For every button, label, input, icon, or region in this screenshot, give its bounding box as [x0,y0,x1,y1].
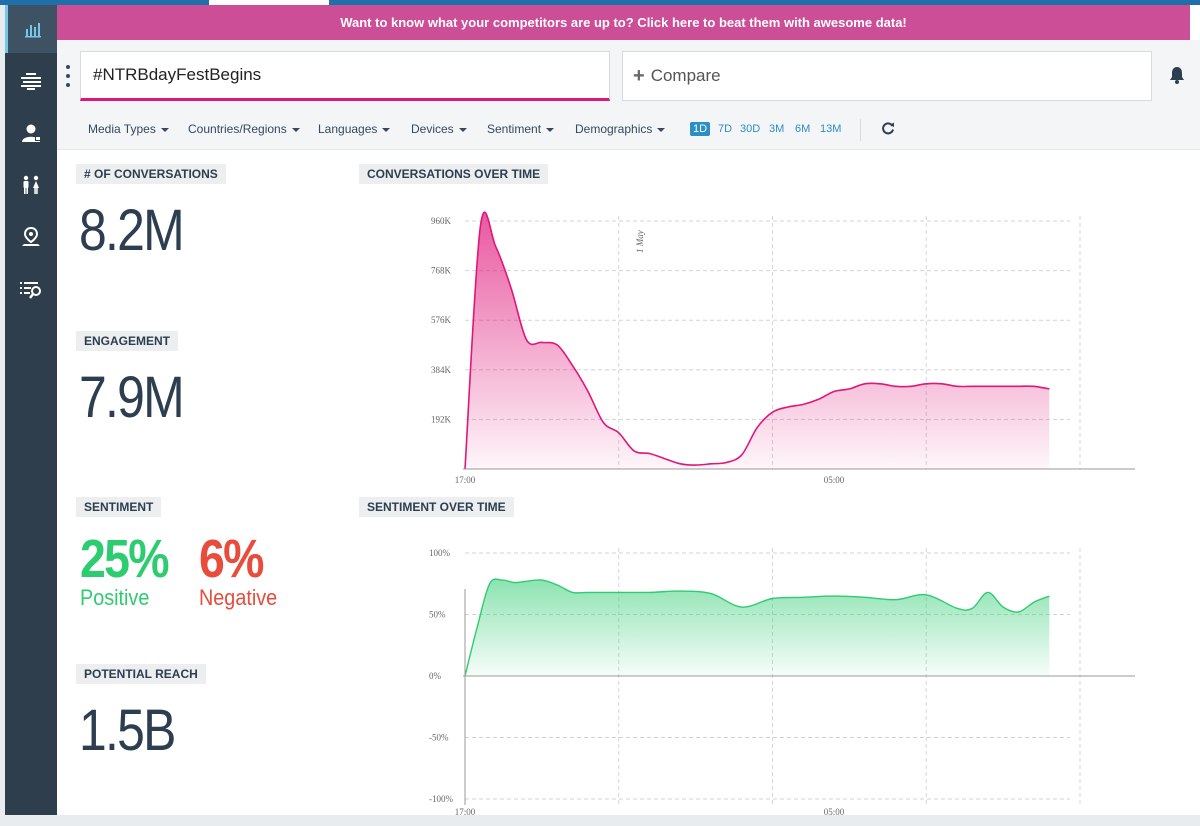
conversations-chart-title: CONVERSATIONS OVER TIME [359,164,549,184]
sidebar-item-dashboard[interactable] [5,5,57,53]
dropdown-label: Sentiment [487,122,542,136]
demographics-icon [23,175,39,194]
dropdown-label: Countries/Regions [188,122,287,136]
countries-regions-dropdown[interactable]: Countries/Regions [188,122,300,136]
x-tick-label: 05:00 [824,475,845,485]
sentiment-dropdown[interactable]: Sentiment [487,122,555,136]
period-3m[interactable]: 3M [769,123,785,135]
period-6m[interactable]: 6M [795,123,811,135]
engagement-label: ENGAGEMENT [76,331,179,351]
conversations-label: # OF CONVERSATIONS [76,164,226,184]
y-tick-label: -100% [429,794,453,804]
y-tick-label: 100% [429,548,451,558]
date-annotation: 1 May [635,230,645,253]
conversations-value: 8.2M [79,198,185,263]
reach-label: POTENTIAL REACH [76,664,206,684]
y-tick-label: 192K [431,414,452,424]
stream-icon [21,73,41,90]
y-tick-label: 768K [431,266,452,276]
influencer-icon [22,124,41,142]
sidebar-item-search-list[interactable] [5,265,57,313]
reach-value: 1.5B [79,698,176,763]
x-tick-label: 17:00 [455,807,476,817]
plus-icon: + [633,64,645,87]
period-13m[interactable]: 13M [820,123,842,135]
series-line [464,578,1050,677]
sentiment-label: SENTIMENT [76,497,162,517]
sidebar-item-locations[interactable] [5,213,57,261]
promo-banner[interactable]: Want to know what your competitors are u… [57,5,1190,40]
period-1d[interactable]: 1D [690,122,711,136]
sidebar-item-stream[interactable] [5,57,57,105]
sidebar-item-demographics[interactable] [5,161,57,209]
search-row: #NTRBdayFestBegins + Compare [57,40,1200,112]
filter-bar: Media Types Countries/Regions Languages … [57,112,1200,150]
series-line [464,211,1050,470]
bottom-bar [0,815,1200,826]
positive-label: Positive [80,585,150,610]
y-tick-label: -50% [429,733,449,743]
bar-chart-icon [24,23,41,38]
y-tick-label: 576K [431,315,452,325]
dropdown-label: Languages [318,122,378,136]
kebab-menu-icon[interactable] [65,65,71,87]
chevron-down-icon [546,127,555,132]
active-tab-indicator [209,0,329,5]
divider [860,119,861,141]
search-query-input[interactable]: #NTRBdayFestBegins [80,51,610,101]
devices-dropdown[interactable]: Devices [411,122,467,136]
sidebar-item-influencers[interactable] [5,109,57,157]
sidebar [5,5,57,815]
chevron-down-icon [291,127,300,132]
refresh-icon[interactable] [881,121,895,140]
x-tick-label: 17:00 [455,475,476,485]
list-search-icon [20,282,41,299]
dropdown-label: Demographics [575,122,653,136]
series-area [465,579,1050,676]
demographics-dropdown[interactable]: Demographics [575,122,666,136]
x-tick-label: 05:00 [824,807,845,817]
positive-value: 25% [80,529,170,589]
y-tick-label: 50% [429,610,446,620]
y-tick-label: 960K [431,216,452,226]
main-panel: Want to know what your competitors are u… [57,5,1200,817]
chevron-down-icon [657,127,666,132]
compare-label: Compare [650,66,721,85]
bell-icon[interactable] [1169,66,1185,89]
negative-label: Negative [199,585,278,610]
dropdown-label: Devices [411,122,454,136]
languages-dropdown[interactable]: Languages [318,122,391,136]
series-area [465,212,1050,469]
location-pin-icon [22,227,40,246]
chevron-down-icon [160,127,169,132]
negative-value: 6% [199,529,264,589]
browser-top-strip [0,0,1200,5]
period-30d[interactable]: 30D [740,123,761,135]
y-tick-label: 384K [431,365,452,375]
compare-button[interactable]: + Compare [622,51,1152,101]
sentiment-chart-title: SENTIMENT OVER TIME [359,497,514,517]
y-tick-label: 0% [429,671,442,681]
dropdown-label: Media Types [88,122,156,136]
chevron-down-icon [382,127,391,132]
chevron-down-icon [458,127,467,132]
engagement-value: 7.9M [79,365,185,430]
period-7d[interactable]: 7D [718,123,733,135]
media-types-dropdown[interactable]: Media Types [88,122,169,136]
